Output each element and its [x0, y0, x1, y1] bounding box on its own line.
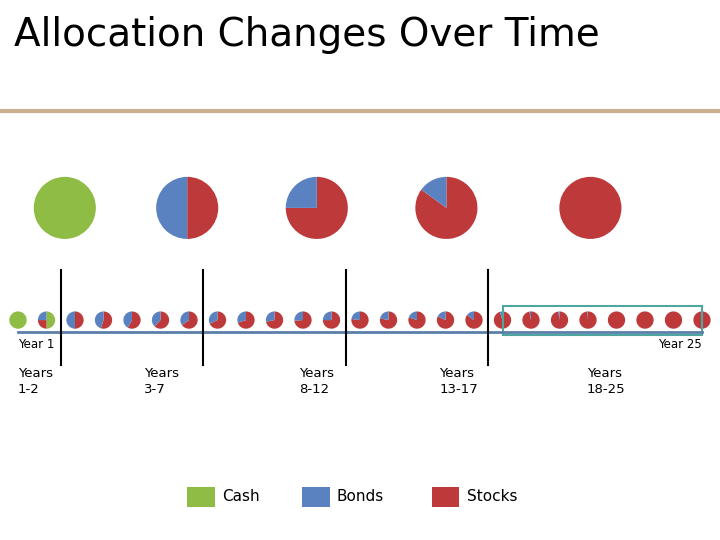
- Wedge shape: [66, 312, 75, 329]
- Wedge shape: [380, 312, 397, 329]
- Wedge shape: [128, 312, 140, 329]
- Text: Years
3-7: Years 3-7: [144, 367, 179, 396]
- Wedge shape: [47, 312, 55, 329]
- Wedge shape: [380, 312, 389, 320]
- Text: Year 25: Year 25: [658, 338, 702, 350]
- Wedge shape: [351, 312, 360, 320]
- Wedge shape: [181, 312, 189, 325]
- Wedge shape: [38, 320, 47, 329]
- Wedge shape: [323, 312, 331, 320]
- Wedge shape: [421, 177, 446, 208]
- Wedge shape: [467, 312, 474, 320]
- Wedge shape: [101, 312, 112, 329]
- Wedge shape: [123, 312, 132, 328]
- Wedge shape: [286, 177, 348, 239]
- Wedge shape: [210, 312, 226, 329]
- Wedge shape: [438, 312, 446, 320]
- Text: Cash: Cash: [222, 489, 259, 504]
- Wedge shape: [559, 177, 621, 239]
- Wedge shape: [608, 312, 625, 329]
- Wedge shape: [38, 312, 47, 320]
- Text: Year 1: Year 1: [18, 338, 55, 350]
- Wedge shape: [294, 312, 312, 329]
- Wedge shape: [551, 312, 568, 329]
- Wedge shape: [465, 312, 482, 329]
- Wedge shape: [693, 312, 711, 329]
- Wedge shape: [494, 312, 511, 329]
- Wedge shape: [580, 312, 597, 329]
- Wedge shape: [323, 312, 340, 329]
- Wedge shape: [182, 312, 197, 329]
- Wedge shape: [266, 312, 274, 322]
- Wedge shape: [34, 177, 96, 239]
- Wedge shape: [95, 312, 104, 328]
- Wedge shape: [9, 312, 27, 329]
- Wedge shape: [238, 312, 255, 329]
- Wedge shape: [238, 312, 246, 323]
- Text: Bonds: Bonds: [337, 489, 384, 504]
- Wedge shape: [294, 312, 303, 321]
- Text: Years
18-25: Years 18-25: [587, 367, 626, 396]
- Wedge shape: [351, 312, 369, 329]
- Wedge shape: [266, 312, 283, 329]
- Text: Years
8-12: Years 8-12: [299, 367, 334, 396]
- Wedge shape: [75, 312, 84, 329]
- Wedge shape: [523, 312, 539, 329]
- Wedge shape: [500, 312, 503, 320]
- Text: Years
1-2: Years 1-2: [18, 367, 53, 396]
- Wedge shape: [155, 312, 169, 329]
- Wedge shape: [408, 312, 426, 329]
- Text: Years
13-17: Years 13-17: [439, 367, 478, 396]
- Wedge shape: [152, 312, 161, 326]
- Wedge shape: [409, 312, 417, 320]
- Wedge shape: [415, 177, 477, 239]
- Wedge shape: [209, 312, 217, 324]
- Wedge shape: [636, 312, 654, 329]
- Text: Allocation Changes Over Time: Allocation Changes Over Time: [14, 16, 600, 54]
- Wedge shape: [286, 177, 317, 208]
- Wedge shape: [156, 177, 187, 239]
- Text: Stocks: Stocks: [467, 489, 517, 504]
- Wedge shape: [529, 312, 531, 320]
- Wedge shape: [665, 312, 682, 329]
- Wedge shape: [187, 177, 218, 239]
- Wedge shape: [437, 312, 454, 329]
